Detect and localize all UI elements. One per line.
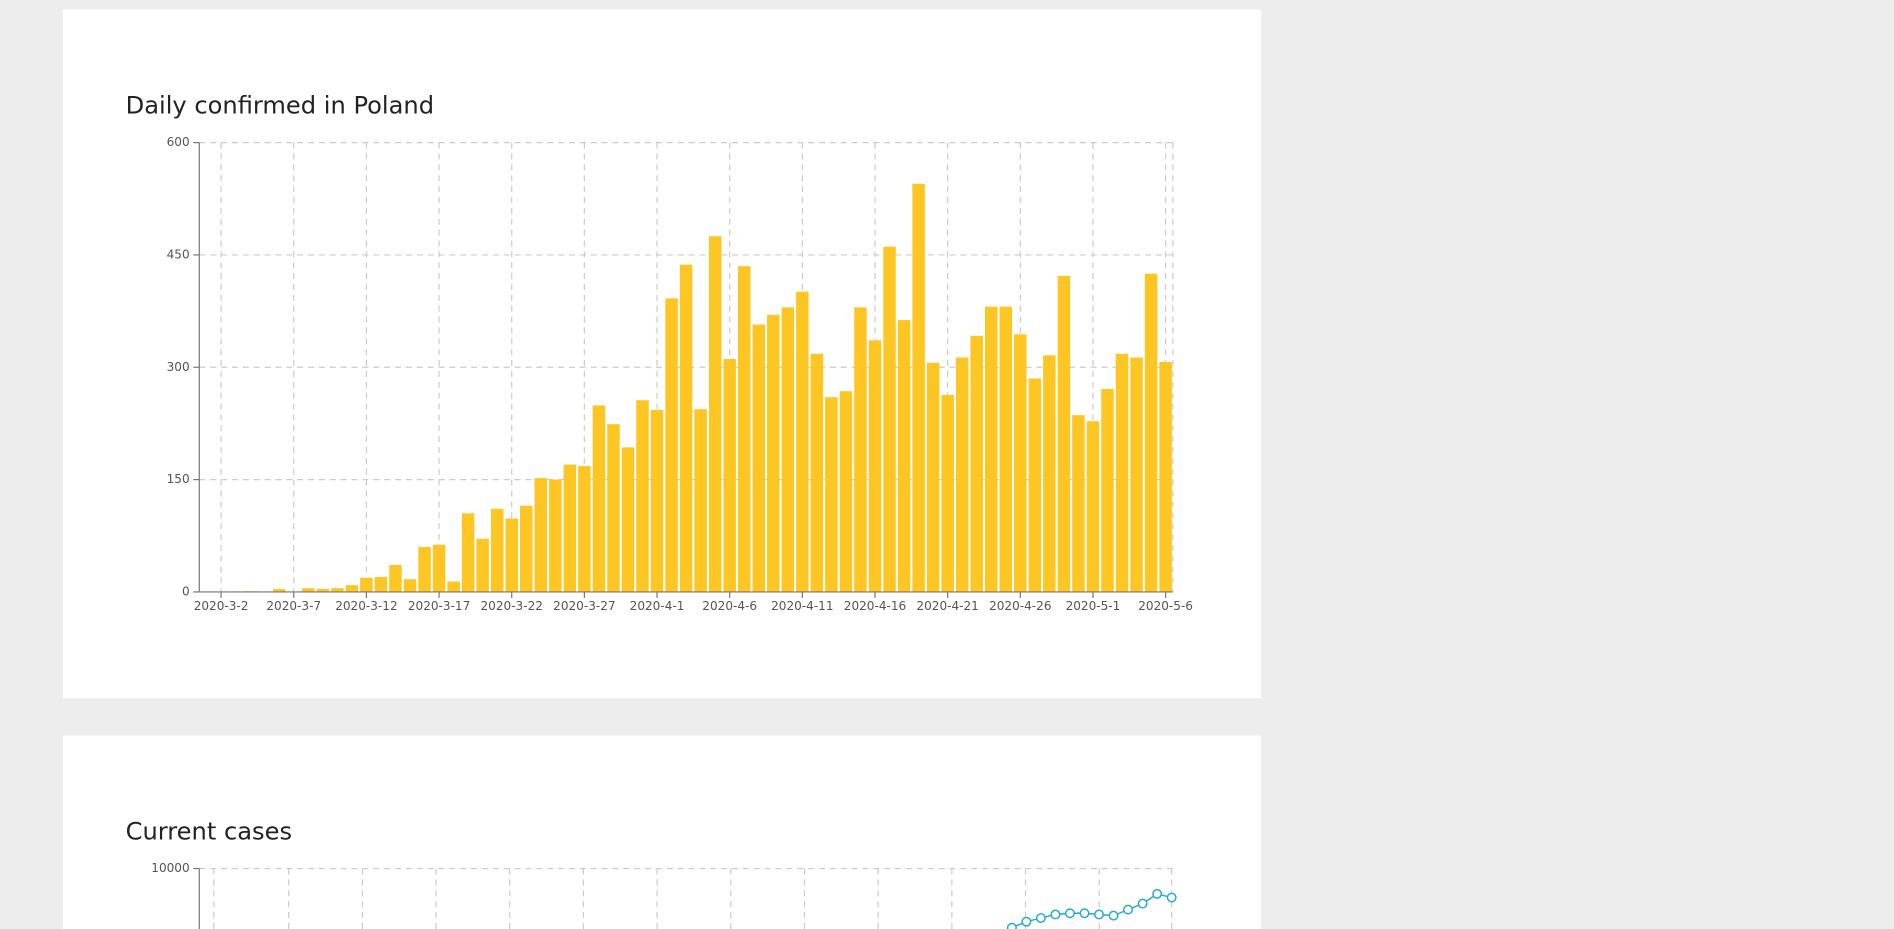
chart-title: Daily confirmed in Poland: [126, 92, 434, 120]
bar: [607, 424, 620, 592]
bar: [360, 577, 373, 592]
point: [1152, 888, 1163, 899]
bar: [374, 576, 388, 592]
bar: [621, 447, 635, 592]
bar: [955, 357, 969, 592]
bar: [679, 264, 693, 592]
x-tick-label: 2020-4-11: [771, 599, 833, 613]
grid-decor: [213, 142, 1174, 929]
x-tick-label: 2020-3-22: [481, 599, 543, 613]
bar: [592, 405, 606, 592]
x-tick-label: 2020-4-26: [989, 599, 1051, 613]
bar: [403, 579, 417, 592]
bar: [345, 585, 359, 592]
bar: [461, 513, 475, 592]
bar: [737, 266, 751, 592]
y-tick-label: 450: [167, 247, 190, 261]
bar: [883, 246, 896, 592]
y-tick-label: 300: [167, 360, 190, 374]
chart-title: Current cases: [126, 818, 292, 846]
x-tick-label: 2020-4-1: [630, 599, 685, 613]
bar: [418, 547, 431, 592]
bar: [578, 466, 591, 592]
point: [1065, 908, 1075, 919]
bar: [520, 505, 533, 592]
bar: [447, 581, 460, 592]
bar: [810, 353, 824, 592]
bar: [636, 400, 649, 592]
bar: [839, 391, 853, 592]
point: [1050, 909, 1061, 920]
x-tick-label: 2020-5-1: [1066, 599, 1121, 613]
bar: [926, 362, 940, 592]
bar: [1086, 421, 1100, 592]
bar: [476, 538, 489, 592]
y-tick-label: 600: [167, 135, 190, 149]
card: [62, 735, 1262, 929]
bar: [534, 478, 548, 592]
bar: [897, 320, 911, 592]
bar: [1159, 362, 1172, 592]
x-tick-label: 2020-3-17: [408, 599, 470, 613]
point: [1094, 909, 1104, 920]
bar: [984, 306, 998, 592]
bar: [854, 307, 867, 592]
bar: [1043, 355, 1056, 592]
bar: [563, 464, 577, 592]
bar: [767, 314, 780, 592]
bar: [941, 394, 954, 592]
bar: [825, 397, 838, 592]
x-tick-label: 2020-4-16: [844, 599, 906, 613]
y-tick-label: 10000: [151, 861, 189, 875]
x-tick-label: 2020-4-21: [916, 599, 978, 613]
bar: [316, 588, 330, 592]
point: [1079, 908, 1090, 919]
x-tick-label: 2020-3-2: [194, 599, 249, 613]
point: [1166, 892, 1177, 903]
bar: [1115, 353, 1129, 592]
bar: [389, 564, 402, 592]
bar: [752, 324, 765, 592]
bar: [272, 588, 286, 592]
bar: [1072, 415, 1085, 592]
y-tick-label: 150: [167, 472, 190, 486]
bar: [868, 340, 882, 592]
point: [1021, 916, 1032, 927]
bar: [796, 291, 809, 592]
bar: [1130, 357, 1143, 592]
bar: [505, 518, 518, 592]
point: [1035, 913, 1046, 924]
point: [1137, 898, 1148, 909]
bar: [331, 588, 344, 592]
bar: [1057, 275, 1071, 592]
x-tick-label: 2020-3-7: [266, 599, 321, 613]
bar: [1144, 273, 1158, 592]
bar: [723, 359, 736, 592]
bar: [490, 508, 504, 592]
bar: [781, 307, 795, 592]
bar: [912, 183, 925, 592]
point: [1123, 904, 1134, 915]
bar: [694, 409, 707, 592]
bar: [432, 544, 446, 592]
bar: [1028, 378, 1042, 592]
point: [1108, 910, 1119, 921]
x-tick-label: 2020-4-6: [702, 599, 757, 613]
bar: [1014, 334, 1027, 592]
x-tick-label: 2020-3-27: [553, 599, 615, 613]
point: [1006, 922, 1017, 929]
bar: [302, 588, 315, 592]
bar: [650, 409, 664, 592]
bar: [1101, 388, 1114, 592]
bar: [999, 306, 1013, 592]
x-tick-label: 2020-5-6: [1138, 599, 1193, 613]
x-tick-label: 2020-3-12: [335, 599, 397, 613]
bar: [549, 479, 562, 592]
bar: [708, 236, 722, 592]
y-tick-label: 0: [182, 584, 190, 598]
bar: [665, 298, 678, 592]
bar: [970, 335, 983, 592]
